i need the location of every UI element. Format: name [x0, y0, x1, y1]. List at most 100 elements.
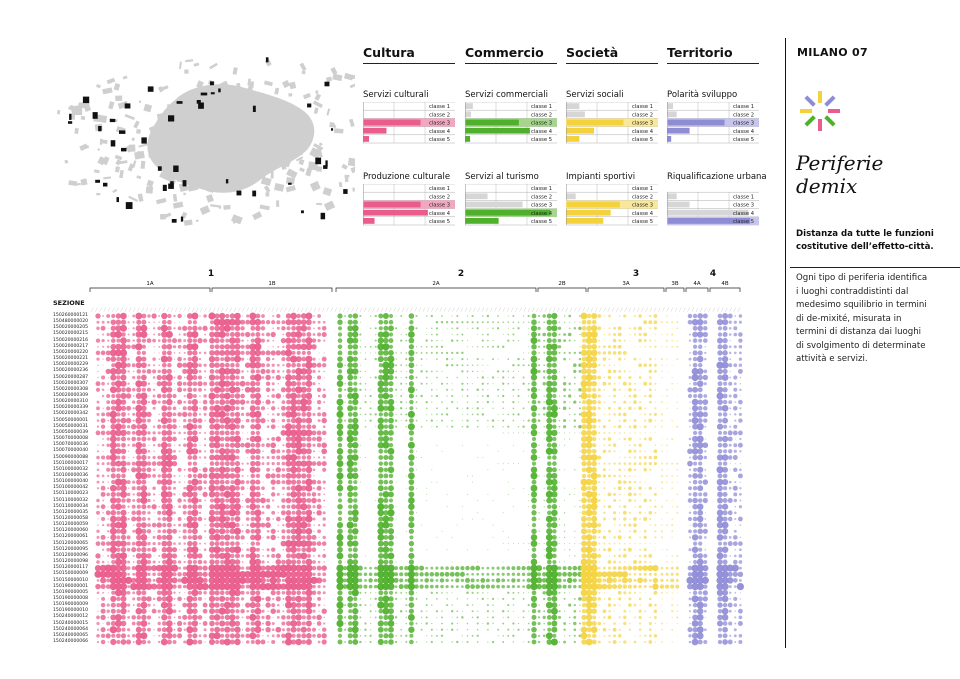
matrix-dot — [234, 620, 241, 627]
matrix-dot — [359, 591, 362, 594]
matrix-dot — [140, 601, 148, 609]
periphery-patch — [103, 182, 108, 187]
matrix-dot — [383, 461, 389, 466]
periphery-patch — [323, 165, 328, 169]
matrix-dot — [97, 333, 99, 336]
matrix-dot — [383, 535, 389, 540]
matrix-dot — [466, 425, 469, 428]
matrix-dot — [627, 565, 633, 571]
matrix-dot — [234, 325, 241, 332]
matrix-dot — [166, 552, 173, 560]
matrix-dot — [272, 314, 275, 318]
matrix-dot — [191, 546, 199, 554]
matrix-dot — [629, 444, 631, 447]
matrix-dot — [426, 635, 428, 637]
matrix-dot — [191, 330, 199, 339]
matrix-dot — [591, 430, 598, 436]
matrix-dot — [166, 577, 173, 584]
matrix-dot — [173, 542, 176, 545]
matrix-dot — [208, 583, 216, 591]
matrix-dot — [262, 401, 264, 403]
matrix-dot — [394, 572, 399, 577]
matrix-dot — [203, 548, 207, 551]
urban-fragment — [288, 93, 293, 97]
matrix-dot — [219, 521, 226, 529]
matrix-dot — [141, 517, 146, 521]
matrix-dot — [162, 529, 167, 534]
matrix-dot — [116, 633, 121, 639]
matrix-dot — [311, 338, 317, 343]
matrix-dot — [162, 522, 167, 528]
matrix-dot — [491, 419, 495, 422]
matrix-dot — [250, 541, 255, 546]
matrix-dot — [606, 577, 613, 584]
matrix-dot — [115, 448, 122, 455]
matrix-dot — [602, 535, 607, 540]
matrix-dot — [209, 442, 215, 449]
matrix-dot — [254, 626, 262, 634]
matrix-dot — [290, 404, 298, 412]
matrix-dot — [530, 564, 538, 572]
logo-stroke — [804, 115, 816, 127]
matrix-dot — [282, 364, 285, 367]
matrix-dot — [187, 325, 193, 331]
matrix-dot — [313, 315, 315, 317]
matrix-dot — [542, 314, 546, 318]
matrix-dot — [618, 432, 621, 434]
matrix-dot — [496, 345, 500, 348]
matrix-dot — [441, 370, 443, 372]
matrix-dot — [204, 431, 207, 434]
matrix-dot — [446, 382, 448, 385]
matrix-dot — [213, 331, 221, 338]
matrix-dot — [201, 583, 209, 591]
matrix-dot — [109, 435, 117, 443]
column-tick: ····· — [488, 307, 494, 313]
matrix-dot — [100, 627, 106, 633]
matrix-dot — [563, 425, 567, 429]
matrix-dot — [250, 528, 256, 534]
matrix-dot — [337, 319, 343, 325]
matrix-dot — [624, 598, 626, 600]
matrix-dot — [347, 381, 353, 387]
matrix-dot — [370, 401, 372, 403]
urban-fragment — [119, 169, 124, 179]
matrix-dot — [317, 572, 321, 577]
matrix-dot — [552, 461, 557, 466]
matrix-dot — [120, 368, 127, 375]
matrix-dot — [481, 321, 484, 324]
matrix-dot — [250, 460, 256, 467]
matrix-dot — [388, 479, 394, 485]
matrix-dot — [249, 411, 257, 418]
matrix-dot — [608, 327, 611, 330]
urban-fragment — [249, 81, 255, 88]
matrix-dot — [291, 510, 296, 515]
matrix-dot — [364, 413, 367, 416]
matrix-dot — [173, 591, 176, 595]
matrix-dot — [382, 435, 390, 443]
periphery-patch — [325, 160, 328, 167]
matrix-dot — [249, 497, 256, 504]
matrix-dot — [467, 549, 468, 551]
matrix-dot — [116, 535, 121, 540]
urban-fragment — [172, 193, 178, 202]
matrix-dot — [317, 554, 321, 558]
matrix-dot — [281, 468, 286, 472]
matrix-dot — [377, 601, 385, 609]
matrix-dot — [198, 456, 202, 459]
matrix-dot — [487, 345, 489, 348]
matrix-dot — [135, 527, 143, 535]
matrix-dot — [569, 543, 571, 545]
matrix-dot — [277, 444, 279, 446]
matrix-dot — [109, 484, 117, 492]
matrix-dot — [177, 313, 182, 319]
matrix-dot — [436, 481, 438, 483]
matrix-dot — [430, 314, 433, 318]
matrix-dot — [161, 368, 168, 375]
urban-fragment — [96, 114, 108, 124]
column-tick: ····· — [148, 307, 154, 313]
matrix-dot — [461, 351, 464, 355]
matrix-dot — [295, 417, 303, 424]
matrix-dot — [116, 602, 121, 608]
matrix-dot — [96, 498, 100, 503]
matrix-dot — [580, 485, 588, 492]
